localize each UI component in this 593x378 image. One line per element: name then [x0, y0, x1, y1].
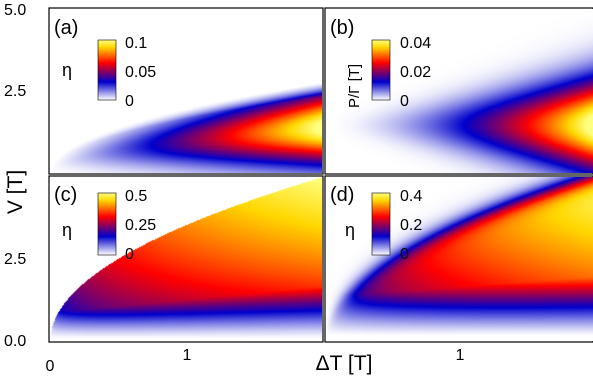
panel-b: (b) P/Γ [T] 0.04 0.02 0: [324, 7, 593, 175]
x-tick-label-left-1: 1: [183, 347, 192, 364]
panel-c-colorbar-tick-top: 0.5: [125, 188, 147, 205]
panel-c-colorbar-label: η: [62, 220, 72, 240]
panel-b-colorbar-tick-mid: 0.02: [400, 64, 431, 81]
y-tick-label-top-5: 5.0: [4, 2, 26, 19]
panel-d-label: (d): [330, 184, 354, 206]
y-tick-label-top-2-5: 2.5: [4, 83, 26, 100]
panel-d: (d) η 0.4 0.2 0: [324, 175, 593, 343]
panel-c-colorbar-tick-bottom: 0: [125, 246, 134, 263]
panel-a-colorbar-tick-top: 0.1: [125, 35, 147, 52]
panel-d-colorbar-tick-bottom: 0: [400, 246, 409, 263]
panel-c-label: (c): [54, 184, 77, 206]
panel-b-colorbar-tick-top: 0.04: [400, 35, 431, 52]
panel-b-colorbar: [371, 39, 391, 101]
panel-d-heatmap: [326, 177, 593, 341]
y-axis-label: V [T]: [4, 170, 27, 214]
panel-b-colorbar-label: P/Γ [T]: [346, 64, 363, 108]
panel-a-colorbar-label: η: [62, 60, 72, 80]
x-axis-label: ΔT [T]: [316, 352, 373, 375]
panel-a-frame: [48, 7, 324, 175]
panel-a-colorbar-tick-mid: 0.05: [125, 64, 156, 81]
panel-c-frame: [48, 175, 324, 343]
panel-a: (a) η 0.1 0.05 0: [48, 7, 324, 175]
panel-c: (c) η 0.5 0.25 0: [48, 175, 324, 343]
panel-c-colorbar: [97, 192, 117, 256]
panel-d-colorbar: [371, 192, 391, 256]
panel-d-frame: [324, 175, 593, 343]
panel-d-colorbar-tick-top: 0.4: [400, 188, 422, 205]
panel-a-colorbar-tick-bottom: 0: [125, 93, 134, 110]
panel-c-heatmap: [50, 177, 322, 341]
panel-b-heatmap: [326, 9, 593, 173]
panel-b-frame: [324, 7, 593, 175]
x-tick-label-right-1: 1: [456, 347, 465, 364]
panel-a-colorbar: [97, 39, 117, 101]
panel-c-colorbar-tick-mid: 0.25: [125, 217, 156, 234]
x-tick-label-left-0: 0: [46, 358, 55, 375]
panel-d-colorbar-label: η: [345, 220, 355, 240]
panel-a-heatmap: [50, 9, 322, 173]
panel-b-colorbar-tick-bottom: 0: [400, 93, 409, 110]
panel-a-label: (a): [54, 17, 78, 39]
y-tick-label-bottom-2-5: 2.5: [4, 251, 26, 268]
y-tick-label-bottom-0: 0.0: [4, 333, 26, 350]
panel-b-label: (b): [330, 17, 354, 39]
panel-d-colorbar-tick-mid: 0.2: [400, 217, 422, 234]
